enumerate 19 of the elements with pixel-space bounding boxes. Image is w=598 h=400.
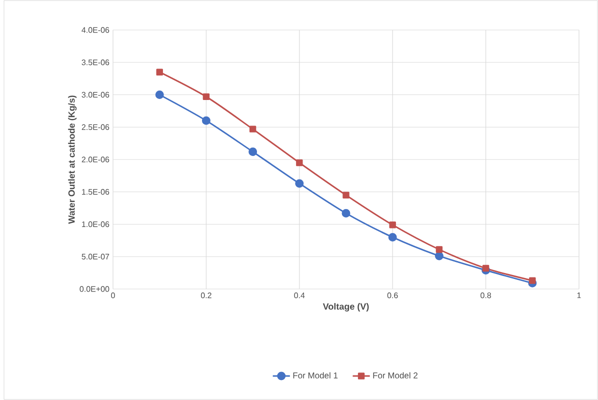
y-tick-label: 0.0E+00 xyxy=(80,286,110,292)
x-tick-label: 0.6 xyxy=(387,292,398,298)
y-tick-label: 3.0E-06 xyxy=(82,92,110,98)
x-tick-label: 0.8 xyxy=(480,292,492,298)
x-tick-label: 0.4 xyxy=(294,292,305,298)
y-tick-label: 2.0E-06 xyxy=(82,156,110,162)
x-tick-label: 1 xyxy=(577,292,581,298)
x-axis-title: Voltage (V) xyxy=(322,303,369,312)
y-tick-label: 1.5E-06 xyxy=(82,189,110,195)
y-tick-label: 2.5E-06 xyxy=(82,124,110,130)
y-axis-title: Water Outlet at cathode (Kg/s) xyxy=(68,96,77,224)
x-tick-label: 0 xyxy=(111,292,115,298)
y-tick-label: 3.5E-06 xyxy=(82,60,110,66)
y-tick-label: 4.0E-06 xyxy=(82,27,110,33)
legend-label: For Model 2 xyxy=(373,372,418,378)
legend-label: For Model 1 xyxy=(293,372,338,378)
y-tick-label: 5.0E-07 xyxy=(82,254,110,260)
x-tick-label: 0.2 xyxy=(200,292,212,298)
y-tick-label: 1.0E-06 xyxy=(82,221,110,228)
